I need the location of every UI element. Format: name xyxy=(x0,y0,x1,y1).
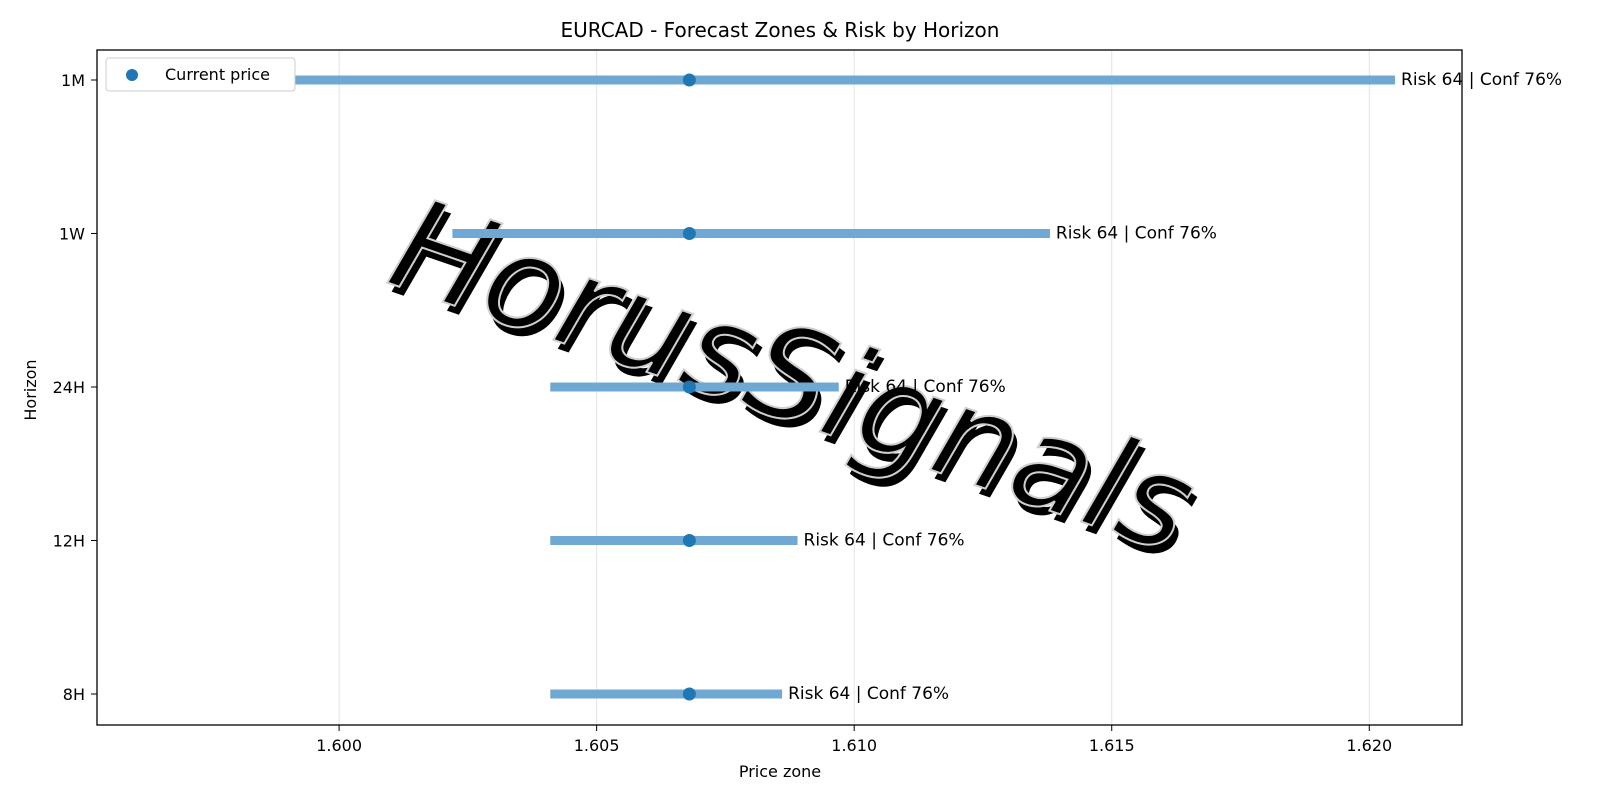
current-price-marker xyxy=(682,534,696,547)
current-price-marker xyxy=(682,73,696,87)
range-bars xyxy=(163,75,1396,699)
current-price-marker xyxy=(682,380,696,394)
x-tick-label: 1.610 xyxy=(831,736,877,755)
risk-labels: Risk 64 | Conf 76% Risk 64 | Conf 76% Risk… xyxy=(788,70,1562,704)
x-tick-label: 1.620 xyxy=(1346,736,1392,755)
y-tick-label: 1W xyxy=(59,225,85,244)
y-axis-label: Horizon xyxy=(21,359,40,420)
risk-label: Risk 64 | Conf 76% xyxy=(1056,224,1217,244)
x-tick-label: 1.600 xyxy=(316,736,362,755)
current-price-marker xyxy=(682,227,696,240)
legend-label: Current price xyxy=(165,65,270,84)
legend-marker xyxy=(126,69,138,81)
y-axis-ticks: 1M 1W 24H 12H 8H xyxy=(53,71,97,704)
current-price-markers xyxy=(682,73,696,701)
x-tick-label: 1.615 xyxy=(1089,736,1135,755)
risk-label: Risk 64 | Conf 76% xyxy=(788,684,949,704)
risk-label: Risk 64 | Conf 76% xyxy=(1401,70,1562,90)
legend-box xyxy=(105,57,296,92)
y-tick-label: 12H xyxy=(53,532,85,551)
chart-title: EURCAD - Forecast Zones & Risk by Horizo… xyxy=(561,18,1000,42)
risk-label: Risk 64 | Conf 76% xyxy=(804,531,965,551)
x-axis-ticks: 1.600 1.605 1.610 1.615 1.620 xyxy=(316,725,1392,755)
x-tick-label: 1.605 xyxy=(574,736,620,755)
legend: Current price xyxy=(105,57,296,92)
y-tick-label: 24H xyxy=(53,378,85,397)
y-tick-label: 1M xyxy=(61,71,85,90)
x-axis-label: Price zone xyxy=(739,762,821,781)
y-tick-label: 8H xyxy=(63,685,85,704)
risk-label: Risk 64 | Conf 76% xyxy=(845,377,1006,397)
current-price-marker xyxy=(682,687,696,701)
